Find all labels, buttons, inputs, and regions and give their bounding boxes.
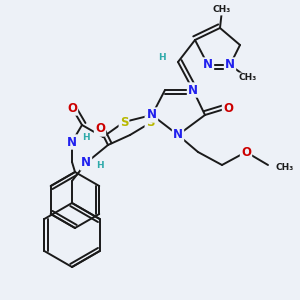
Text: H: H [82, 134, 90, 142]
Text: CH₃: CH₃ [239, 74, 257, 82]
Text: N: N [147, 109, 157, 122]
Text: N: N [203, 58, 213, 71]
Text: CH₃: CH₃ [276, 164, 294, 172]
Text: H: H [158, 53, 166, 62]
Text: N: N [67, 136, 77, 148]
Text: O: O [95, 122, 105, 136]
Text: H: H [96, 160, 104, 169]
Text: N: N [188, 83, 198, 97]
Text: CH₃: CH₃ [213, 5, 231, 14]
Text: O: O [241, 146, 251, 158]
Text: O: O [67, 101, 77, 115]
Text: N: N [225, 58, 235, 71]
Text: O: O [223, 101, 233, 115]
Text: N: N [81, 157, 91, 169]
Text: S: S [146, 116, 154, 130]
Text: S: S [120, 116, 128, 128]
Text: N: N [173, 128, 183, 142]
